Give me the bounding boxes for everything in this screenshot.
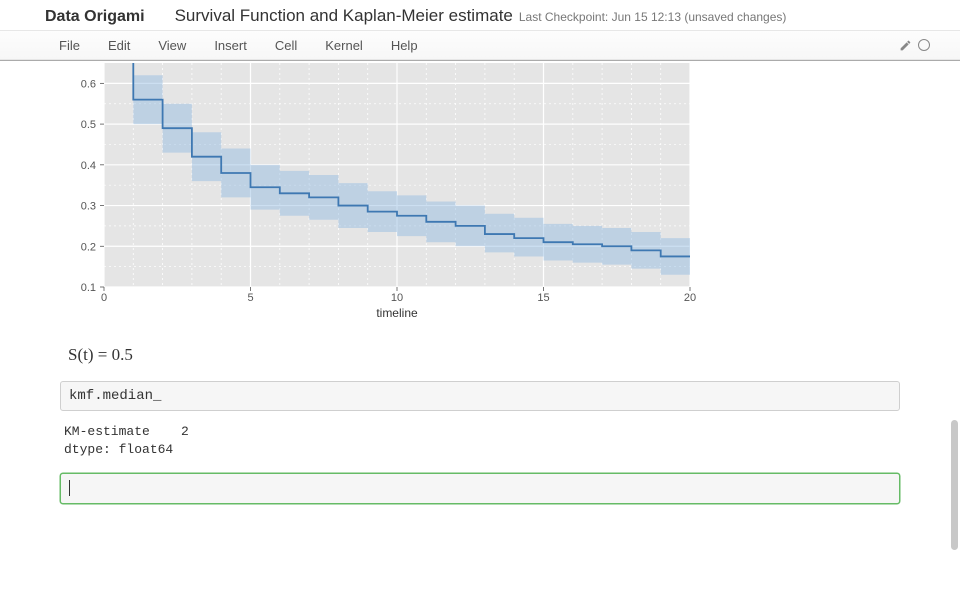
svg-text:0.5: 0.5	[81, 119, 96, 131]
code-text: kmf.median_	[69, 388, 161, 404]
menu-cell[interactable]: Cell	[261, 32, 311, 59]
text-cursor	[69, 480, 70, 496]
output-median: KM-estimate 2 dtype: float64	[60, 419, 930, 469]
code-cell-empty[interactable]	[60, 473, 900, 504]
svg-text:0.6: 0.6	[81, 78, 96, 90]
menu-kernel[interactable]: Kernel	[311, 32, 377, 59]
brand-logo[interactable]: Data Origami	[45, 8, 145, 26]
header: Data Origami Survival Function and Kapla…	[0, 0, 960, 30]
menu-view[interactable]: View	[144, 32, 200, 59]
menu-file[interactable]: File	[45, 32, 94, 59]
title-area: Survival Function and Kaplan-Meier estim…	[175, 6, 787, 26]
svg-text:10: 10	[391, 292, 403, 304]
svg-text:0: 0	[101, 292, 107, 304]
menu-insert[interactable]: Insert	[200, 32, 261, 59]
svg-text:timeline: timeline	[376, 306, 418, 320]
code-cell-median[interactable]: kmf.median_	[60, 381, 900, 411]
notebook-title[interactable]: Survival Function and Kaplan-Meier estim…	[175, 6, 513, 26]
scrollbar-thumb[interactable]	[951, 420, 958, 550]
kernel-idle-icon[interactable]	[918, 39, 930, 51]
kernel-indicator	[899, 39, 940, 52]
svg-text:0.4: 0.4	[81, 160, 96, 172]
km-survival-chart: 0 5 10 15 20 0.1 0.2 0.3 0.4 0.5 0.6 timeline	[60, 61, 700, 321]
svg-text:20: 20	[684, 292, 696, 304]
menu-help[interactable]: Help	[377, 32, 432, 59]
checkpoint-text: Last Checkpoint: Jun 15 12:13 (unsaved c…	[519, 10, 787, 24]
menubar: File Edit View Insert Cell Kernel Help	[0, 30, 960, 60]
svg-text:0.3: 0.3	[81, 201, 96, 213]
chart-output: 0 5 10 15 20 0.1 0.2 0.3 0.4 0.5 0.6 timeline	[60, 61, 740, 331]
pencil-icon[interactable]	[899, 39, 912, 52]
markdown-equation[interactable]: S(t) = 0.5	[60, 331, 930, 377]
menu-list: File Edit View Insert Cell Kernel Help	[45, 32, 432, 59]
svg-text:15: 15	[537, 292, 549, 304]
svg-text:0.1: 0.1	[81, 282, 96, 294]
svg-text:5: 5	[247, 292, 253, 304]
menu-edit[interactable]: Edit	[94, 32, 144, 59]
notebook-area[interactable]: 0 5 10 15 20 0.1 0.2 0.3 0.4 0.5 0.6 timeline S(t) …	[0, 60, 960, 598]
svg-text:0.2: 0.2	[81, 241, 96, 253]
